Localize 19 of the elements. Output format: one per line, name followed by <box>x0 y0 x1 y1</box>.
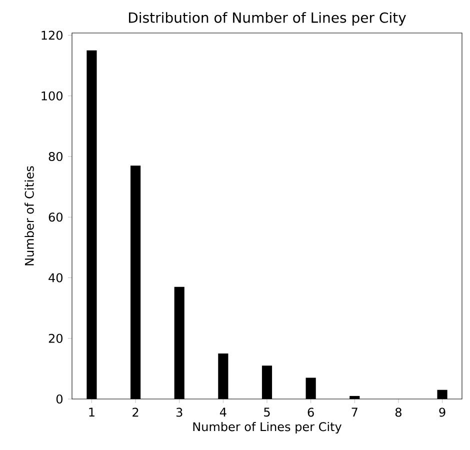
y-tick-label: 120 <box>42 30 62 40</box>
x-tick-label: 2 <box>132 408 138 417</box>
y-tick-label: 40 <box>48 273 62 282</box>
x-tick-label: 6 <box>308 408 314 417</box>
x-tick-label: 1 <box>89 408 94 416</box>
y-tick-label: 0 <box>56 394 62 404</box>
y-tick-label: 20 <box>48 334 62 343</box>
x-tick-label: 3 <box>176 408 182 417</box>
x-axis-title: Number of Lines per City <box>193 422 342 434</box>
y-axis-title: Number of Cities <box>24 166 34 266</box>
y-tick-label: 80 <box>48 152 62 162</box>
x-tick-label: 4 <box>220 408 226 416</box>
x-tick-label: 5 <box>264 408 270 417</box>
x-tick-label: 8 <box>395 408 402 417</box>
chart-title: Distribution of Number of Lines per City <box>128 12 406 26</box>
x-tick-label: 9 <box>439 408 446 417</box>
x-tick-label: 7 <box>352 408 358 416</box>
y-tick-label: 60 <box>48 212 62 222</box>
y-tick-label: 100 <box>42 91 62 100</box>
